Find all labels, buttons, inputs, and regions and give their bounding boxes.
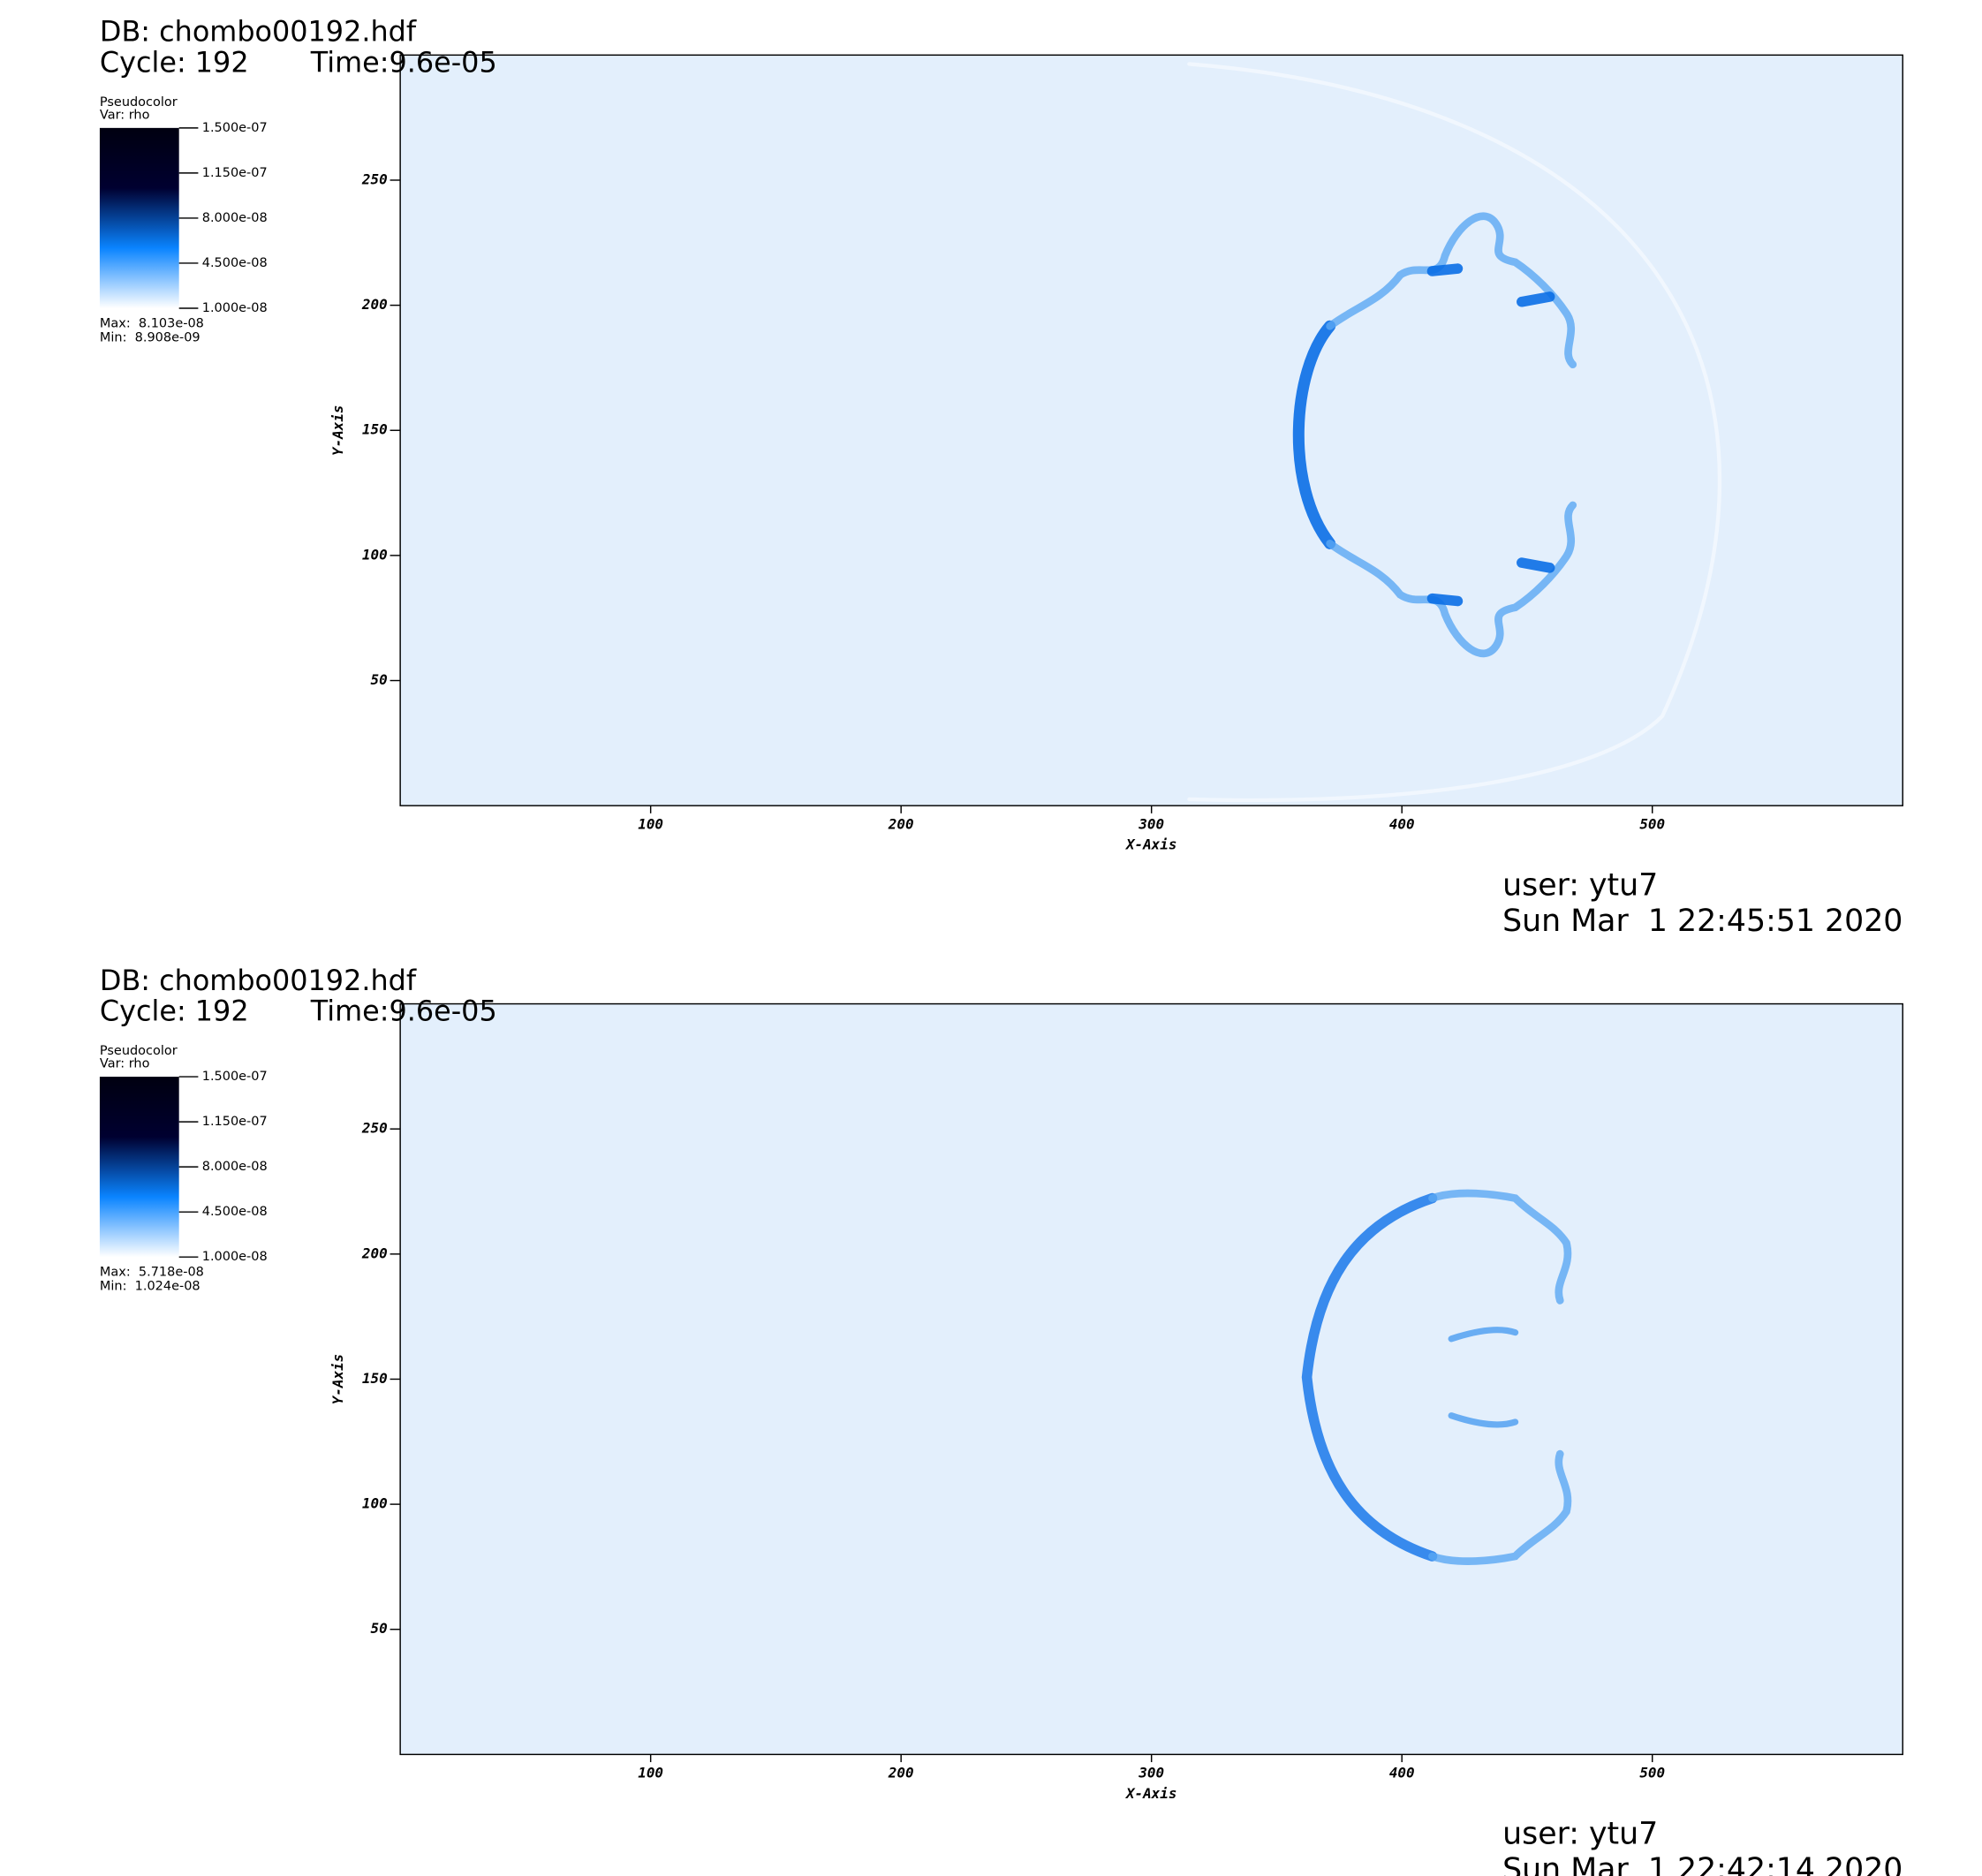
flow-feature [1326,212,1577,369]
y-tick-label: 250 [361,1120,388,1137]
colorbar-tick-label: 8.000e-08 [202,1160,268,1174]
colorbar [99,127,179,308]
flow-feature [1428,1449,1572,1565]
y-tick-label: 150 [362,1370,388,1387]
legend-var: Var: rho [100,1057,150,1071]
flow-feature [1448,1327,1519,1343]
min-label: Min: 1.024e-08 [100,1280,200,1294]
colorbar-tick-label: 4.500e-08 [202,256,268,270]
y-tick-label: 100 [362,1495,388,1512]
max-label: Max: 8.103e-08 [100,316,204,330]
min-label: Min: 8.908e-09 [100,330,200,344]
legend-title: Pseudocolor [100,1044,178,1058]
flow-feature [1448,1412,1519,1428]
x-tick-label: 300 [1138,1765,1164,1781]
x-axis-label: X-Axis [1124,1785,1176,1802]
time: Time:9.6e-05 [310,995,497,1028]
x-tick-label: 400 [1389,815,1415,832]
colorbar-tick-label: 1.500e-07 [202,121,268,135]
colorbar-tick-label: 1.150e-07 [202,1115,268,1129]
cycle: Cycle: 192 [100,995,249,1028]
db-name: DB: chombo00192.hdf [100,15,417,49]
y-tick-label: 200 [361,296,388,313]
legend-title: Pseudocolor [100,95,178,110]
colorbar-tick-label: 1.150e-07 [202,166,268,180]
plot-area [399,54,1903,806]
legend-var: Var: rho [100,108,150,122]
colorbar-tick-label: 4.500e-08 [202,1205,268,1219]
db-name: DB: chombo00192.hdf [100,964,417,997]
flow-features [1301,1189,1572,1565]
y-tick-label: 200 [361,1244,388,1261]
colorbar-tick-label: 1.500e-07 [202,1070,268,1084]
flow-feature [1517,557,1555,573]
x-axis-label: X-Axis [1124,836,1176,853]
flow-feature [1292,320,1336,549]
x-tick-label: 500 [1639,815,1665,832]
flow-feature [1426,593,1464,607]
flow-features [1187,62,1722,803]
date: Sun Mar 1 22:45:51 2020 [1502,904,1903,939]
cycle: Cycle: 192 [100,45,249,79]
flow-feature [1517,291,1555,307]
y-tick-label: 50 [371,1620,388,1637]
x-tick-label: 500 [1639,1765,1665,1781]
flow-feature [1301,1192,1438,1562]
time: Time:9.6e-05 [310,45,497,79]
colorbar [99,1077,179,1258]
x-tick-label: 400 [1389,1765,1415,1781]
flow-feature [1428,1189,1572,1305]
x-tick-label: 200 [888,815,914,832]
user: user: ytu7 [1502,867,1658,903]
colorbar-tick-label: 1.000e-08 [202,1250,268,1264]
x-tick-label: 100 [638,815,663,832]
x-tick-label: 100 [638,1765,663,1781]
colorbar-tick-label: 1.000e-08 [202,301,268,315]
colorbar-tick-label: 8.000e-08 [202,211,268,225]
y-tick-label: 50 [371,671,388,688]
y-tick-label: 100 [362,546,388,563]
y-tick-label: 250 [361,170,388,187]
max-label: Max: 5.718e-08 [100,1266,204,1280]
x-tick-label: 300 [1138,815,1164,832]
y-axis-label: Y-Axis [329,1354,346,1404]
plot-area [399,1002,1903,1756]
flow-feature [1426,263,1464,276]
flow-feature [1187,62,1722,803]
date: Sun Mar 1 22:42:14 2020 [1502,1852,1903,1876]
y-tick-label: 150 [362,421,388,438]
x-tick-label: 200 [888,1765,914,1781]
flow-feature [1326,501,1577,658]
y-axis-label: Y-Axis [329,405,346,456]
user: user: ytu7 [1502,1817,1658,1852]
